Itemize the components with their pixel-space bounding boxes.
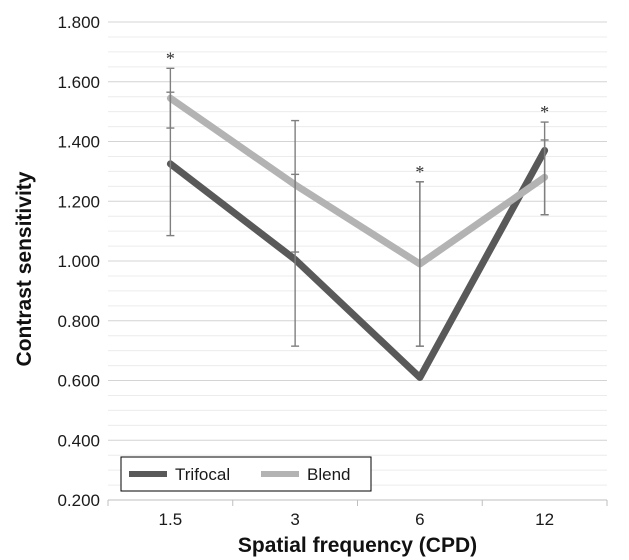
x-tick-label: 3 xyxy=(290,510,299,529)
significance-marker: * xyxy=(540,102,549,122)
y-tick-label: 1.400 xyxy=(57,133,100,152)
y-tick-label: 1.200 xyxy=(57,192,100,211)
legend-label-blend: Blend xyxy=(307,465,350,484)
y-tick-label: 0.200 xyxy=(57,491,100,510)
error-bar-blend xyxy=(291,119,300,253)
error-bar-blend xyxy=(540,139,549,216)
significance-marker: * xyxy=(166,48,175,68)
error-bar-blend xyxy=(166,67,175,129)
error-bar-blend xyxy=(415,181,424,347)
series-lines xyxy=(166,94,549,381)
y-tick-label: 1.000 xyxy=(57,252,100,271)
y-tick-label: 0.600 xyxy=(57,372,100,391)
series-line-blend xyxy=(166,94,549,268)
y-tick-label: 1.600 xyxy=(57,73,100,92)
significance-marker: * xyxy=(415,162,424,182)
legend: Trifocal Blend xyxy=(120,456,372,492)
minor-gridlines xyxy=(108,36,607,486)
x-axis-tick-labels: 1.5 3 6 12 xyxy=(159,510,555,529)
y-tick-label: 1.800 xyxy=(57,13,100,32)
error-bars xyxy=(166,67,549,347)
x-tick-label: 12 xyxy=(535,510,554,529)
y-tick-label: 0.800 xyxy=(57,312,100,331)
x-axis-title: Spatial frequency (CPD) xyxy=(238,534,477,557)
significance-markers: * * * xyxy=(166,48,549,182)
x-tick-label: 6 xyxy=(415,510,424,529)
y-tick-label: 0.400 xyxy=(57,431,100,450)
y-axis-title: Contrast sensitivity xyxy=(13,171,36,366)
x-axis-tick-marks xyxy=(107,500,608,506)
legend-label-trifocal: Trifocal xyxy=(175,465,230,484)
series-line-trifocal xyxy=(166,147,549,381)
y-axis-tick-labels: 0.200 0.400 0.600 0.800 1.000 1.200 1.400 1.600… xyxy=(57,13,100,510)
x-tick-label: 1.5 xyxy=(159,510,183,529)
